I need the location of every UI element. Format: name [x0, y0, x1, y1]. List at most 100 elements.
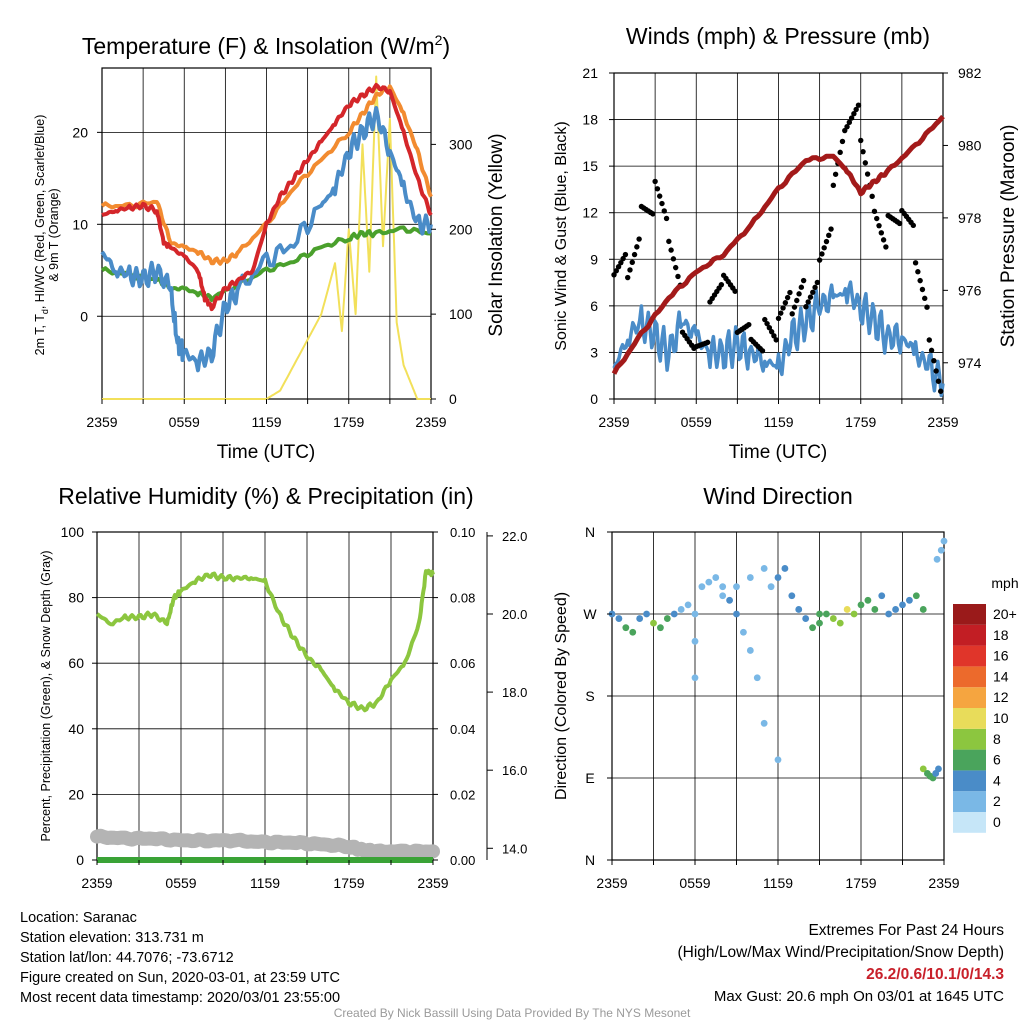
latlon-text: Station lat/lon: 44.7076; -73.6712	[20, 950, 234, 966]
direction-point	[670, 610, 678, 618]
direction-point	[726, 596, 733, 604]
direction-point	[871, 606, 879, 613]
humidity-ylabel: Percent, Precipitation (Green), & Snow D…	[39, 550, 53, 841]
max-gust-text: Max Gust: 20.6 mph On 03/01 at 1645 UTC	[713, 988, 1004, 1005]
humidity-title: Relative Humidity (%) & Precipitation (i…	[58, 483, 473, 509]
direction-point	[691, 610, 699, 618]
gust-point	[631, 251, 638, 258]
gust-point	[803, 304, 809, 310]
legend-swatch	[953, 624, 986, 646]
legend-swatch	[953, 728, 986, 750]
y-tick-label: N	[585, 524, 595, 540]
wind-direction-title: Wind Direction	[703, 483, 853, 509]
gust-point	[910, 222, 916, 229]
direction-point	[816, 619, 823, 627]
humidity-gridlines	[97, 532, 433, 860]
gust-point	[652, 178, 658, 185]
speed-color-legend: mph 0 2 4 6 8 10 12 14 16 18 20+	[953, 575, 1019, 833]
direction-point	[885, 610, 893, 618]
x-tick-label: 1759	[845, 414, 876, 430]
gust-point	[814, 279, 821, 286]
direction-point	[719, 592, 727, 600]
y-tick-label: 6	[590, 298, 598, 314]
gust-point	[704, 339, 711, 346]
direction-point	[774, 756, 782, 764]
temperature-title: Temperature (F) & Insolation (W/m2)	[82, 32, 450, 59]
wind-direction-gridlines	[612, 532, 944, 860]
winds-series	[611, 102, 945, 398]
gust-point	[853, 106, 859, 113]
temperature-series	[100, 75, 433, 400]
wind-direction-ylabel: Direction (Colored By Speed)	[553, 592, 570, 800]
y-tick-label: 40	[68, 721, 84, 737]
y2-tick-label: 300	[449, 136, 473, 152]
direction-point	[809, 624, 816, 632]
direction-point	[795, 606, 803, 613]
legend-title: mph	[991, 575, 1018, 591]
gust-point	[869, 193, 875, 200]
direction-point	[919, 765, 927, 773]
gust-point	[634, 244, 640, 250]
direction-point	[719, 583, 727, 591]
x-tick-label: 2359	[596, 875, 627, 891]
legend-label: 12	[993, 689, 1009, 705]
gust-point	[627, 267, 633, 273]
legend-label: 4	[993, 772, 1001, 788]
direction-point	[767, 583, 775, 591]
y-tick-label: 20	[68, 786, 84, 802]
direction-point	[677, 606, 685, 613]
gust-point	[618, 259, 624, 266]
legend-label: 10	[993, 710, 1009, 726]
legend-swatch	[953, 645, 986, 667]
legend-label: 8	[993, 731, 1001, 747]
gust-point	[778, 310, 784, 316]
y-tick-label: 0	[590, 391, 598, 407]
gust-point	[821, 245, 827, 251]
gust-point	[672, 264, 679, 271]
direction-point	[933, 555, 941, 563]
y3-tick-label: 20.0	[502, 607, 527, 622]
station-info: Location: Saranac Station elevation: 313…	[20, 908, 340, 1008]
created-text: Figure created on Sun, 2020-03-01, at 23…	[20, 970, 340, 986]
direction-point	[650, 619, 657, 627]
direction-point	[906, 596, 913, 604]
gust-point	[675, 273, 681, 280]
direction-point	[684, 601, 692, 609]
gust-point	[780, 305, 786, 311]
gust-point	[670, 256, 677, 262]
y-tick-label: 21	[582, 65, 598, 81]
gust-point	[931, 357, 937, 364]
temperature-xlabel: Time (UTC)	[217, 442, 316, 463]
gust-point	[844, 123, 850, 130]
gust-point	[874, 215, 880, 222]
direction-point	[892, 606, 899, 613]
gust-point	[668, 247, 674, 253]
gust-point	[912, 260, 919, 266]
y2-tick-label: 978	[958, 210, 982, 226]
y-tick-label: 60	[68, 655, 84, 671]
gust-point	[794, 297, 800, 304]
direction-point	[836, 619, 844, 627]
y2-tick-label: 100	[449, 306, 473, 322]
y2-tick-label: 976	[958, 282, 982, 298]
legend-swatch	[953, 791, 986, 812]
gust-point	[935, 378, 942, 384]
direction-point	[705, 578, 713, 586]
x-tick-label: 2359	[598, 414, 629, 430]
y2-tick-label: 0.06	[450, 656, 475, 671]
gust-point	[830, 182, 837, 188]
extremes-values: 26.2/0.6/10.1/0/14.3	[866, 966, 1004, 983]
x-tick-label: 2359	[417, 875, 448, 891]
direction-point	[788, 592, 796, 600]
gust-point	[812, 284, 818, 291]
gust-point	[919, 286, 926, 293]
gust-point	[768, 329, 775, 335]
direction-point	[712, 574, 720, 581]
y2-tick-label: 980	[958, 137, 982, 153]
direction-point	[937, 546, 945, 554]
gust-point	[810, 289, 816, 295]
temperature-ylabel-right: Solar Insolation (Yellow)	[486, 133, 507, 336]
extremes-subheading: (High/Low/Max Wind/Precipitation/Snow De…	[677, 944, 1005, 961]
recent-data-text: Most recent data timestamp: 2020/03/01 2…	[20, 990, 341, 1006]
